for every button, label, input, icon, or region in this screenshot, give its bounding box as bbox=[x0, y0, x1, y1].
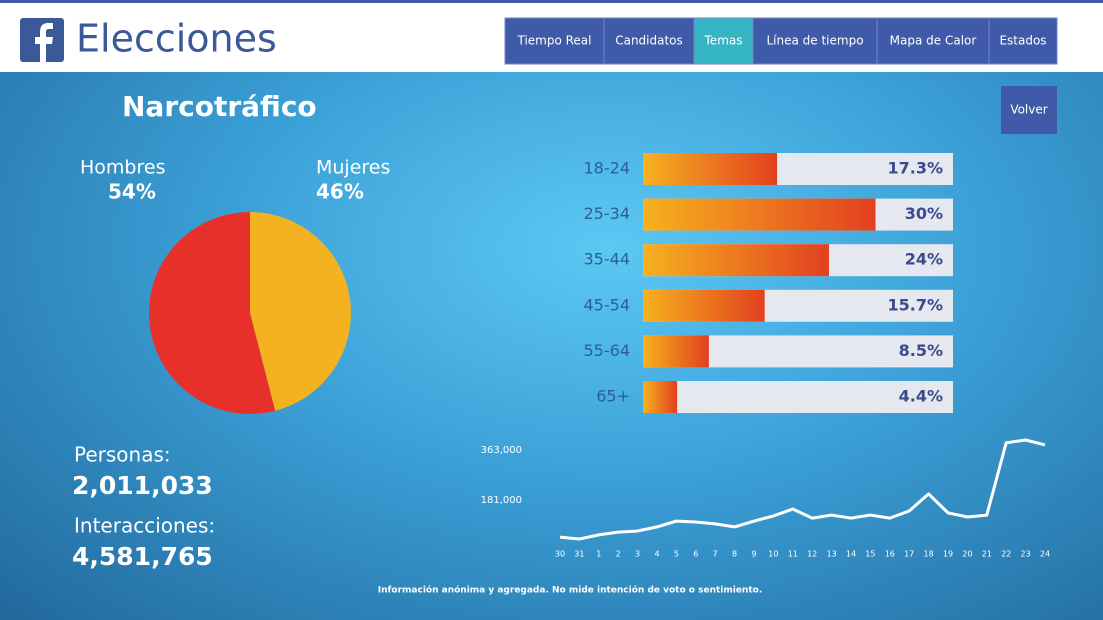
back-button[interactable] bbox=[1001, 86, 1057, 134]
bar bbox=[643, 244, 829, 277]
category-label: 18-24 bbox=[584, 159, 631, 178]
value-label: 30% bbox=[905, 204, 943, 223]
x-tick-label: 4 bbox=[654, 550, 659, 559]
logo bbox=[20, 18, 64, 62]
bar bbox=[643, 153, 778, 185]
nav-label[interactable]: Estados bbox=[999, 34, 1046, 48]
bar-track bbox=[643, 381, 953, 413]
stat-value: 4,581,765 bbox=[72, 542, 213, 571]
x-tick-label: 20 bbox=[962, 550, 972, 559]
back-button-label[interactable]: Volver bbox=[1010, 103, 1047, 117]
value-label: 4.4% bbox=[899, 387, 943, 406]
legend-label: Hombres bbox=[80, 157, 165, 179]
nav-button[interactable] bbox=[988, 17, 1058, 65]
x-tick-label: 14 bbox=[846, 550, 856, 559]
category-label: 45-54 bbox=[584, 295, 631, 314]
x-tick-label: 12 bbox=[807, 550, 817, 559]
bar bbox=[643, 289, 765, 322]
x-tick-label: 2 bbox=[616, 550, 621, 559]
nav-button[interactable] bbox=[603, 17, 695, 65]
pie-slice bbox=[149, 212, 276, 414]
x-tick-label: 22 bbox=[1001, 550, 1011, 559]
x-tick-label: 31 bbox=[574, 550, 584, 559]
value-label: 24% bbox=[905, 250, 943, 269]
topic-title: Narcotráfico bbox=[122, 90, 317, 123]
x-tick-label: 30 bbox=[555, 550, 565, 559]
app-title: Elecciones bbox=[76, 17, 277, 61]
nav-label[interactable]: Temas bbox=[704, 34, 743, 48]
nav-button[interactable] bbox=[504, 17, 605, 65]
nav-label[interactable]: Línea de tiempo bbox=[766, 34, 863, 48]
category-label: 35-44 bbox=[584, 250, 631, 269]
x-tick-label: 16 bbox=[885, 550, 895, 559]
stat-label: Personas: bbox=[74, 443, 171, 467]
category-label: 55-64 bbox=[584, 341, 631, 360]
stat-label: Interacciones: bbox=[74, 514, 215, 538]
category-label: 25-34 bbox=[584, 204, 631, 223]
pie-slice bbox=[250, 211, 352, 411]
x-tick-label: 7 bbox=[713, 550, 718, 559]
x-tick-label: 13 bbox=[827, 550, 837, 559]
bar bbox=[643, 381, 678, 413]
legend-value: 54% bbox=[108, 180, 156, 204]
x-tick-label: 18 bbox=[924, 550, 934, 559]
x-tick-label: 17 bbox=[904, 550, 914, 559]
x-tick-label: 11 bbox=[788, 550, 798, 559]
nav-button[interactable] bbox=[876, 17, 990, 65]
value-label: 17.3% bbox=[887, 159, 943, 178]
x-tick-label: 19 bbox=[943, 550, 953, 559]
x-tick-label: 10 bbox=[768, 550, 778, 559]
nav-button[interactable] bbox=[752, 17, 878, 65]
header-stripe bbox=[0, 0, 1103, 3]
y-tick-label: 181,000 bbox=[481, 495, 522, 506]
value-label: 15.7% bbox=[887, 295, 943, 314]
bar bbox=[643, 335, 709, 368]
nav-label[interactable]: Candidatos bbox=[615, 34, 683, 48]
bar bbox=[643, 198, 876, 231]
legend-label: Mujeres bbox=[316, 157, 390, 179]
footnote: Información anónima y agregada. No mide … bbox=[378, 585, 763, 596]
nav-label[interactable]: Tiempo Real bbox=[516, 34, 591, 48]
legend-value: 46% bbox=[316, 180, 364, 204]
y-tick-label: 363,000 bbox=[481, 445, 522, 456]
x-tick-label: 15 bbox=[865, 550, 875, 559]
stat-value: 2,011,033 bbox=[72, 471, 213, 500]
x-tick-label: 8 bbox=[732, 550, 737, 559]
x-tick-label: 23 bbox=[1021, 550, 1031, 559]
line bbox=[559, 438, 1046, 541]
x-tick-label: 1 bbox=[596, 550, 601, 559]
x-tick-label: 21 bbox=[982, 550, 992, 559]
x-tick-label: 5 bbox=[674, 550, 679, 559]
nav-label[interactable]: Mapa de Calor bbox=[890, 34, 977, 48]
value-label: 8.5% bbox=[899, 341, 943, 360]
x-tick-label: 24 bbox=[1040, 550, 1050, 559]
x-tick-label: 9 bbox=[751, 550, 756, 559]
x-tick-label: 3 bbox=[635, 550, 640, 559]
category-label: 65+ bbox=[596, 387, 630, 406]
x-tick-label: 6 bbox=[693, 550, 698, 559]
